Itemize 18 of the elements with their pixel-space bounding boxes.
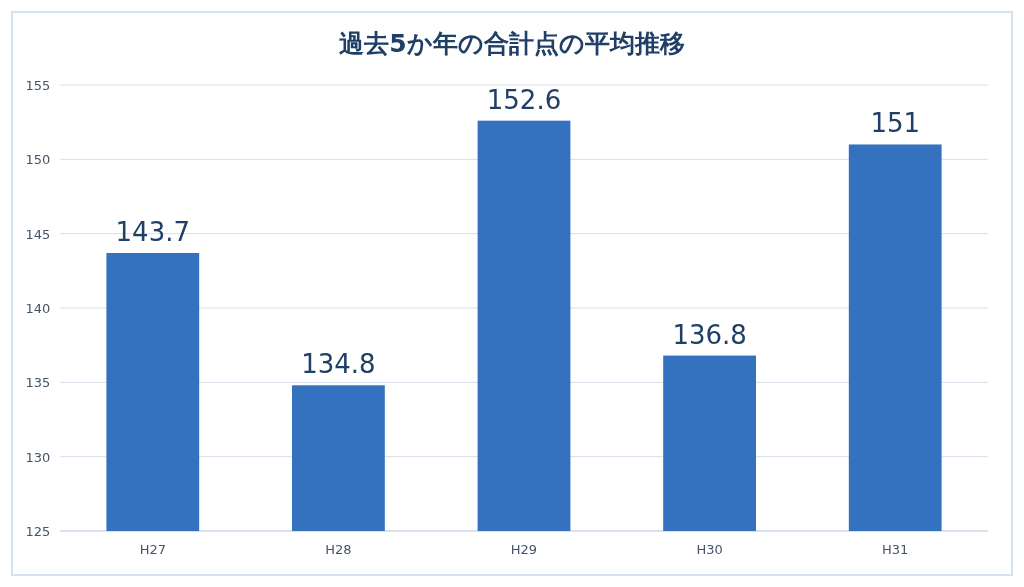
x-tick-label: H31 xyxy=(882,542,909,557)
y-tick-label: 140 xyxy=(25,301,51,316)
chart-title: 過去5か年の合計点の平均推移 xyxy=(339,29,685,58)
data-label: 151 xyxy=(870,108,921,139)
data-label: 136.8 xyxy=(672,319,747,350)
x-tick-label: H27 xyxy=(139,542,166,557)
data-label: 152.6 xyxy=(486,84,562,115)
y-tick-label: 135 xyxy=(25,375,51,391)
y-tick-label: 150 xyxy=(25,152,51,168)
data-label: 134.8 xyxy=(301,349,376,380)
x-tick-label: H30 xyxy=(696,542,723,557)
y-tick-label: 125 xyxy=(25,524,51,539)
y-tick-label: 130 xyxy=(25,449,51,465)
x-tick-label: H28 xyxy=(325,542,352,557)
y-tick-label: 145 xyxy=(25,226,51,242)
data-label: 143.7 xyxy=(115,216,191,247)
y-tick-label: 155 xyxy=(25,78,51,93)
x-tick-label: H29 xyxy=(510,542,538,557)
